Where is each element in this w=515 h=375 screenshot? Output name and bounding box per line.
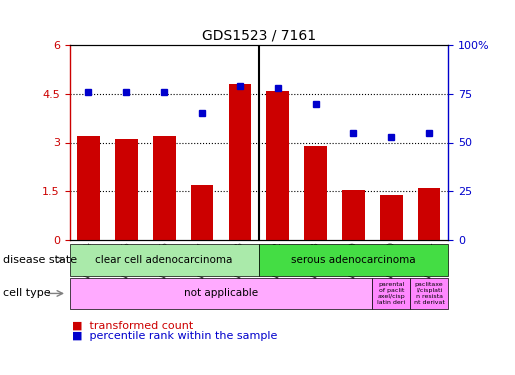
Text: serous adenocarcinoma: serous adenocarcinoma [291,255,416,265]
Text: ■  percentile rank within the sample: ■ percentile rank within the sample [72,332,278,341]
Text: ■  transformed count: ■ transformed count [72,321,193,331]
Text: paclitaxe
l/cisplati
n resista
nt derivat: paclitaxe l/cisplati n resista nt deriva… [414,282,444,304]
Bar [153,136,176,240]
Title: GDS1523 / 7161: GDS1523 / 7161 [202,28,316,42]
Bar [380,195,403,240]
Bar [77,136,100,240]
Text: disease state: disease state [3,255,77,265]
Text: clear cell adenocarcinoma: clear cell adenocarcinoma [95,255,233,265]
Bar [266,90,289,240]
Bar [304,146,327,240]
Text: parental
of paclit
axel/cisp
latin deri: parental of paclit axel/cisp latin deri [377,282,405,304]
Bar [115,139,138,240]
Text: not applicable: not applicable [184,288,258,298]
Bar [418,188,440,240]
Bar [342,190,365,240]
Text: cell type: cell type [3,288,50,298]
Bar [191,185,213,240]
Bar [229,84,251,240]
